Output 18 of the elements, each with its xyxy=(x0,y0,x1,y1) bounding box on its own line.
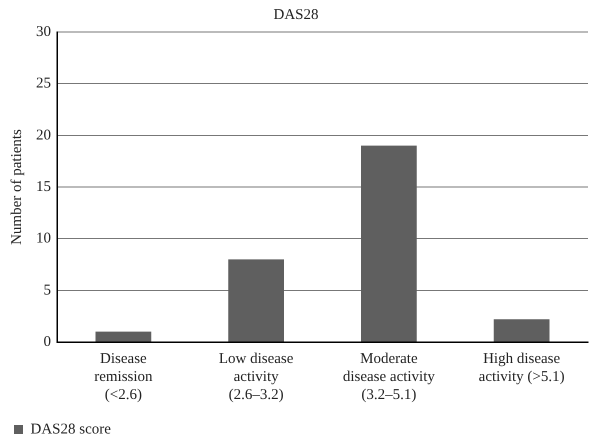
x-tick-label: Disease remission (<2.6) xyxy=(94,350,154,403)
y-tick-label: 15 xyxy=(36,178,51,195)
y-tick-label: 10 xyxy=(36,230,51,247)
legend-label: DAS28 score xyxy=(30,421,112,438)
y-tick-label: 0 xyxy=(44,334,51,350)
bar xyxy=(494,319,550,342)
x-tick-label: High disease activity (>5.1) xyxy=(478,350,565,385)
y-tick-label: 20 xyxy=(36,127,51,144)
bar xyxy=(96,332,152,342)
bar xyxy=(361,146,417,342)
y-axis-title: Number of patients xyxy=(8,128,25,245)
y-tick-label: 5 xyxy=(44,282,51,298)
x-tick-label: Moderate disease activity (3.2–5.1) xyxy=(342,350,436,403)
chart-title: DAS28 xyxy=(273,6,319,23)
y-tick-label: 30 xyxy=(36,24,51,40)
bar xyxy=(228,259,284,342)
y-tick-label: 25 xyxy=(36,76,51,92)
x-tick-label: Low disease activity (2.6–3.2) xyxy=(218,350,294,403)
